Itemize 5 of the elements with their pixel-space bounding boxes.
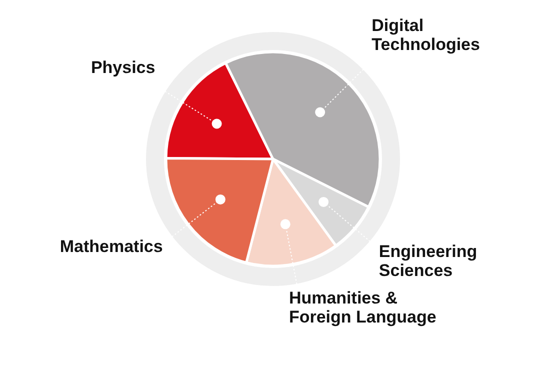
slice-label: Humanities & Foreign Language <box>288 288 436 327</box>
slice-label: Mathematics <box>60 236 163 256</box>
slice-label: Physics <box>90 58 156 78</box>
slice-label: Digital Technologies <box>372 16 480 54</box>
slice-label: Engineering Sciences <box>378 242 478 280</box>
